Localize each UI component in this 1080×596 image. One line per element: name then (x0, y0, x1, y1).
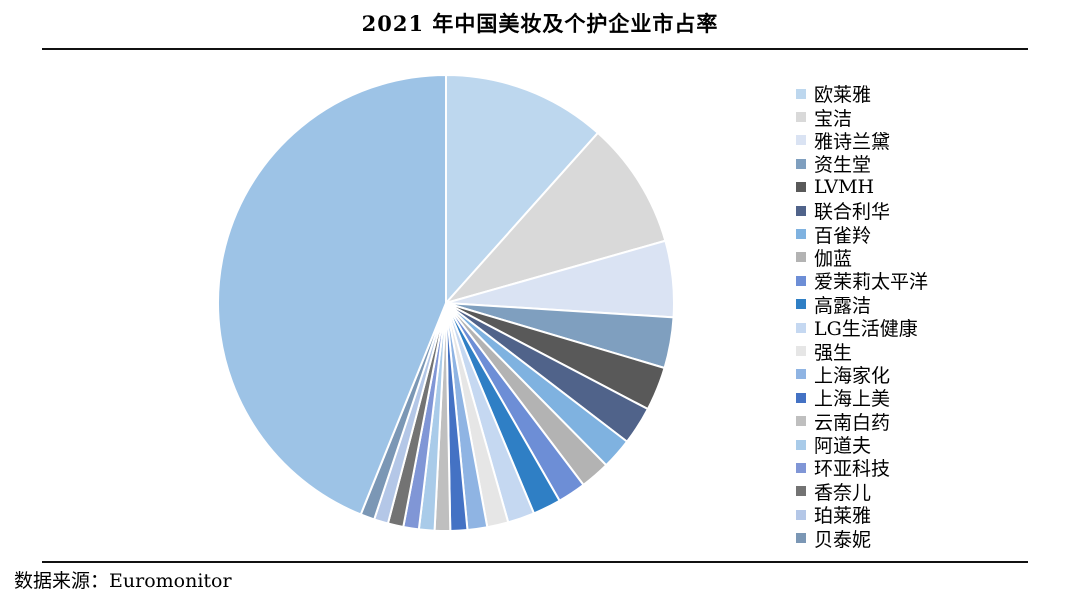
legend-swatch (796, 462, 806, 473)
legend-label: 爱茉莉太平洋 (814, 271, 929, 294)
legend-item: 阿道夫 (796, 433, 1036, 458)
pie-slices (217, 74, 675, 532)
legend-label: 欧莱雅 (814, 84, 872, 107)
source-note: 数据来源：Euromonitor (14, 570, 232, 592)
legend-label: 珀莱雅 (814, 505, 872, 528)
legend-item: 百雀羚 (796, 222, 1036, 247)
legend-label: 联合利华 (814, 201, 891, 224)
legend-item: 爱茉莉太平洋 (796, 269, 1036, 294)
legend-swatch (796, 182, 806, 193)
legend-swatch (796, 369, 806, 380)
legend-item: 云南白药 (796, 409, 1036, 434)
legend-label: 阿道夫 (814, 435, 872, 458)
legend-swatch (796, 135, 806, 146)
legend-item: 伽蓝 (796, 246, 1036, 270)
legend-swatch (796, 299, 806, 310)
legend-item: 环亚科技 (796, 456, 1036, 481)
legend-label: 云南白药 (814, 411, 891, 434)
legend-label: 环亚科技 (814, 458, 891, 481)
legend-label: 伽蓝 (814, 247, 853, 270)
legend-item: 宝洁 (796, 105, 1036, 130)
legend: 欧莱雅 宝洁 雅诗兰黛 资生堂 LVMH 联合利华 百雀羚 伽蓝 爱茉莉太平洋 高露洁 LG生活健康… (796, 82, 1036, 551)
legend-swatch (796, 322, 806, 333)
legend-item: 欧莱雅 (796, 82, 1036, 107)
pie-slice-0 (445, 74, 599, 304)
legend-label: 强生 (814, 341, 853, 364)
legend-item: LVMH (796, 176, 1036, 199)
legend-item: 雅诗兰黛 (796, 129, 1036, 153)
legend-swatch (796, 205, 806, 216)
legend-swatch (796, 392, 806, 403)
legend-item: 高露洁 (796, 293, 1036, 317)
legend-swatch (796, 345, 806, 356)
legend-item: 上海家化 (796, 363, 1036, 387)
legend-item: 贝泰妮 (796, 526, 1036, 551)
legend-item: 强生 (796, 339, 1036, 364)
legend-swatch (796, 486, 806, 497)
legend-label: LG生活健康 (814, 318, 918, 341)
legend-item: 香奈儿 (796, 480, 1036, 504)
legend-swatch (796, 416, 806, 427)
legend-label: 百雀羚 (814, 224, 872, 247)
legend-swatch (796, 88, 806, 99)
bottom-rule (42, 561, 1028, 563)
legend-label: 上海上美 (814, 388, 891, 411)
legend-item: 资生堂 (796, 152, 1036, 177)
top-rule (42, 48, 1028, 50)
legend-swatch (796, 533, 806, 544)
legend-item: 联合利华 (796, 199, 1036, 224)
legend-label: LVMH (814, 176, 875, 199)
legend-swatch (796, 158, 806, 169)
legend-label: 资生堂 (814, 154, 872, 177)
pie-slice-1 (445, 131, 667, 304)
legend-item: LG生活健康 (796, 316, 1036, 341)
legend-swatch (796, 229, 806, 240)
legend-label: 香奈儿 (814, 481, 872, 504)
legend-label: 贝泰妮 (814, 528, 872, 551)
legend-item: 上海上美 (796, 386, 1036, 411)
legend-label: 雅诗兰黛 (814, 130, 891, 153)
legend-swatch (796, 509, 806, 520)
legend-swatch (796, 439, 806, 450)
chart-title: 2021 年中国美妆及个护企业市占率 (361, 11, 719, 36)
legend-swatch (796, 275, 806, 286)
pie-slice-20 (217, 74, 447, 516)
legend-label: 宝洁 (814, 107, 853, 130)
legend-item: 珀莱雅 (796, 503, 1036, 528)
legend-swatch (796, 252, 806, 263)
legend-label: 高露洁 (814, 294, 872, 317)
legend-label: 上海家化 (814, 364, 891, 387)
legend-swatch (796, 112, 806, 123)
